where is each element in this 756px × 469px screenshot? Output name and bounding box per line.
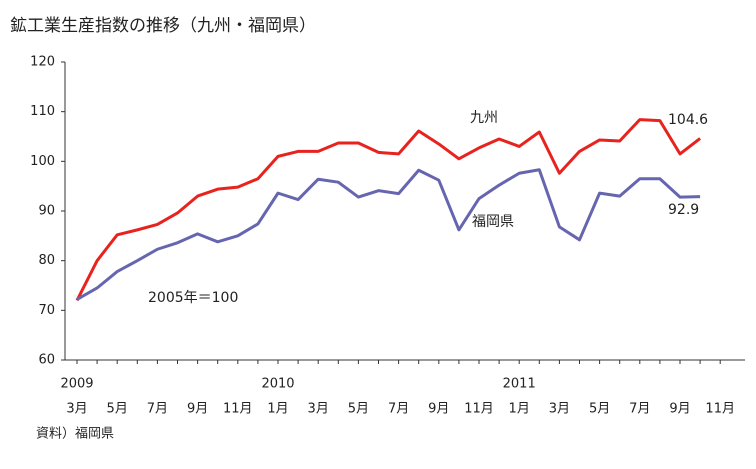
x-tick-label: 3月 [549,402,570,417]
year-label: 2009 [60,377,93,392]
x-tick-label: 5月 [348,402,369,417]
x-tick-label: 9月 [669,402,690,417]
series-label: 九州 [470,110,498,126]
x-tick-label: 9月 [428,402,449,417]
y-tick-label: 60 [38,353,55,368]
source: 資料）福岡県 [36,427,114,442]
x-tick-label: 3月 [308,402,329,417]
value-label: 92.9 [668,202,699,218]
y-tick-label: 70 [38,303,55,318]
x-tick-label: 3月 [66,402,87,417]
x-tick-label: 1月 [509,402,530,417]
series-line [76,168,701,301]
value-label: 104.6 [668,112,708,128]
y-tick-label: 100 [30,154,55,169]
year-label: 2011 [503,377,536,392]
year-label: 2010 [261,377,294,392]
x-tick-label: 9月 [187,402,208,417]
y-tick-label: 120 [30,55,55,70]
x-tick-label: 11月 [705,402,735,417]
annotation: 2005年＝100 [148,290,238,306]
x-tick-label: 11月 [223,402,253,417]
series-line [75,118,702,302]
y-tick-label: 110 [30,104,55,119]
x-tick-label: 7月 [147,402,168,417]
x-tick-label: 5月 [107,402,128,417]
x-tick-label: 1月 [267,402,288,417]
y-tick-label: 90 [38,204,55,219]
x-tick-label: 7月 [629,402,650,417]
y-tick-label: 80 [38,253,55,268]
chart-title: 鉱工業生産指数の推移（九州・福岡県） [10,16,316,36]
series-label: 福岡県 [472,214,514,230]
x-tick-label: 5月 [589,402,610,417]
x-tick-label: 11月 [464,402,494,417]
x-tick-label: 7月 [388,402,409,417]
